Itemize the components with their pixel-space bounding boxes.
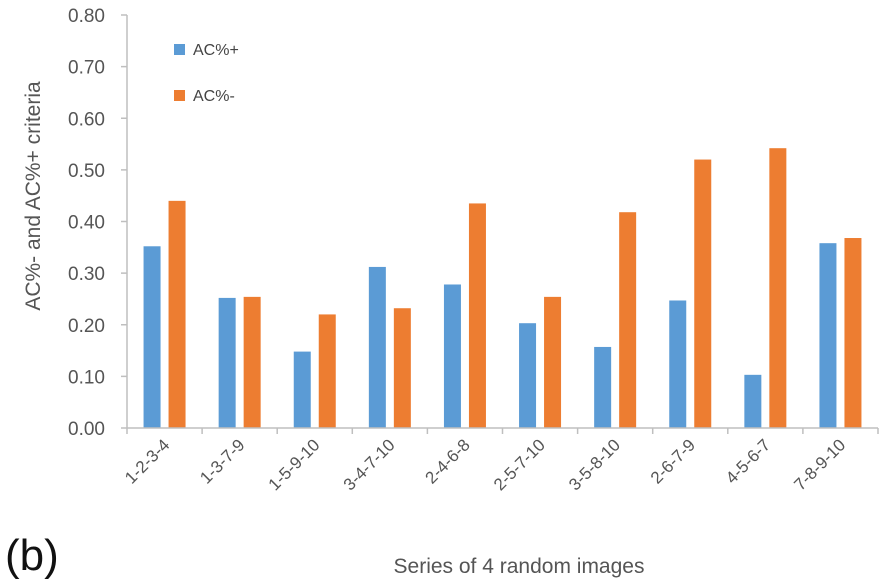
x-tick-label: 3-4-7-10 [340, 435, 399, 494]
bars [143, 148, 862, 429]
bar-ac-minus-1-5-9-10 [318, 314, 336, 428]
bar-ac-minus-2-6-7-9 [694, 159, 712, 429]
x-tick-label: 2-5-7-10 [490, 435, 549, 494]
bar-ac-minus-4-5-6-7 [769, 148, 787, 428]
y-tick-label: 0.10 [68, 367, 105, 388]
bar-ac-minus-3-4-7-10 [393, 308, 411, 428]
y-tick-label: 0.20 [68, 316, 105, 337]
legend: AC%+ AC%- [174, 42, 239, 105]
bar-ac-minus-1-3-7-9 [243, 296, 261, 428]
bar-ac-plus-1-2-3-4 [143, 246, 161, 428]
y-tick-label: 0.60 [68, 109, 105, 130]
x-tick-label: 3-5-8-10 [565, 435, 624, 494]
y-tick-label: 0.40 [68, 213, 105, 234]
legend-label-ac-minus: AC%- [193, 88, 235, 105]
legend-swatch-ac-plus [174, 44, 185, 55]
bar-ac-plus-2-4-6-8 [443, 284, 461, 428]
panel-label: (b) [5, 531, 59, 580]
y-tick-label: 0.80 [68, 6, 105, 27]
x-axis-ticks: 1-2-3-4 1-3-7-9 1-5-9-10 3-4-7-10 2-4-6-8 2-5… [121, 428, 879, 494]
y-axis-ticks: 0.00 0.10 0.20 0.30 0.40 0.50 0.60 0.70 0.80 [68, 6, 127, 440]
bar-ac-plus-4-5-6-7 [744, 374, 762, 428]
x-tick-label: 7-8-9-10 [790, 435, 849, 494]
legend-label-ac-plus: AC%+ [193, 42, 239, 59]
y-tick-label: 0.00 [68, 419, 105, 440]
x-axis-title: Series of 4 random images [394, 555, 645, 578]
x-tick-label: 2-4-6-8 [422, 435, 474, 487]
bar-ac-plus-2-6-7-9 [669, 300, 687, 428]
bar-ac-plus-3-4-7-10 [368, 266, 386, 428]
bar-ac-minus-2-5-7-10 [544, 296, 562, 428]
bar-ac-plus-3-5-8-10 [594, 346, 612, 428]
x-tick-label: 1-2-3-4 [121, 435, 173, 487]
bar-ac-minus-1-2-3-4 [168, 200, 186, 428]
legend-swatch-ac-minus [174, 90, 185, 101]
x-tick-label: 1-5-9-10 [265, 435, 324, 494]
bar-ac-minus-7-8-9-10 [844, 238, 862, 428]
y-tick-label: 0.50 [68, 161, 105, 182]
bar-ac-minus-3-5-8-10 [619, 212, 637, 428]
bar-ac-plus-7-8-9-10 [819, 243, 837, 428]
x-tick-label: 1-3-7-9 [196, 435, 248, 487]
x-tick-label: 2-6-7-9 [647, 435, 699, 487]
x-tick-label: 4-5-6-7 [722, 435, 774, 487]
bar-ac-plus-1-5-9-10 [293, 351, 311, 428]
y-tick-label: 0.70 [68, 58, 105, 79]
bar-ac-plus-1-3-7-9 [218, 297, 236, 428]
y-axis-title: AC%- and AC%+ criteria [22, 81, 45, 311]
y-tick-label: 0.30 [68, 264, 105, 285]
bar-ac-plus-2-5-7-10 [519, 323, 537, 428]
bar-ac-minus-2-4-6-8 [468, 203, 486, 428]
